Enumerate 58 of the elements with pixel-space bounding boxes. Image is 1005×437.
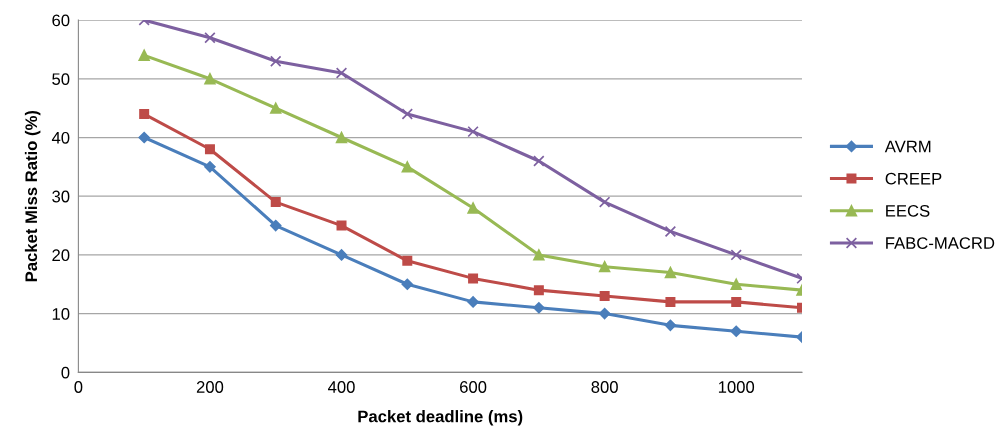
point [731, 296, 742, 307]
point [533, 249, 545, 261]
x-tick-label: 400 [328, 381, 355, 393]
y-tick-label: 20 [52, 249, 70, 262]
point [533, 155, 545, 167]
point [598, 307, 611, 320]
y-tick-label: 50 [52, 73, 70, 86]
point [335, 249, 348, 261]
point [467, 296, 479, 308]
x-tick-label: 0 [74, 381, 83, 393]
point [336, 220, 347, 231]
y-axis-title: Packet Miss Ratio (%) [24, 110, 41, 282]
point [270, 197, 281, 208]
x-axis-title: Packet deadline (ms) [358, 410, 523, 426]
x-tick-label: 600 [460, 381, 487, 393]
point [138, 49, 150, 62]
point [467, 125, 479, 138]
point [467, 202, 479, 214]
point [401, 278, 414, 291]
y-tick-label: 60 [52, 14, 70, 27]
x-tick-label: 1000 [718, 381, 755, 393]
point [204, 32, 216, 44]
point [664, 319, 677, 332]
point [599, 291, 610, 302]
legend-label: AVRM [884, 140, 931, 153]
point [730, 325, 742, 337]
point [468, 273, 479, 284]
point [730, 278, 742, 290]
point [598, 260, 611, 273]
point [204, 144, 215, 155]
point [598, 196, 611, 208]
x-tick-label: 200 [196, 381, 224, 393]
y-tick-label: 40 [51, 131, 70, 144]
legend-label: FABC-MACRD [886, 237, 995, 249]
point [138, 131, 150, 144]
point [204, 73, 216, 85]
x-tick-label: 800 [591, 381, 618, 393]
point [139, 109, 150, 120]
y-tick-label: 0 [61, 366, 70, 379]
point [270, 55, 282, 67]
point [533, 285, 544, 296]
legend-label: CREEP [885, 172, 942, 185]
point [730, 249, 742, 261]
point [401, 108, 413, 120]
y-tick-label: 10 [52, 308, 70, 320]
point [665, 296, 676, 307]
y-tick-label: 30 [52, 190, 70, 203]
point [335, 131, 348, 144]
point [533, 302, 545, 314]
point [664, 266, 677, 279]
point [204, 161, 216, 173]
point [401, 161, 413, 173]
point [270, 102, 282, 114]
point [664, 225, 677, 238]
legend-label: EECS [886, 204, 930, 217]
point [269, 219, 282, 232]
point [335, 67, 348, 79]
point [402, 255, 413, 266]
